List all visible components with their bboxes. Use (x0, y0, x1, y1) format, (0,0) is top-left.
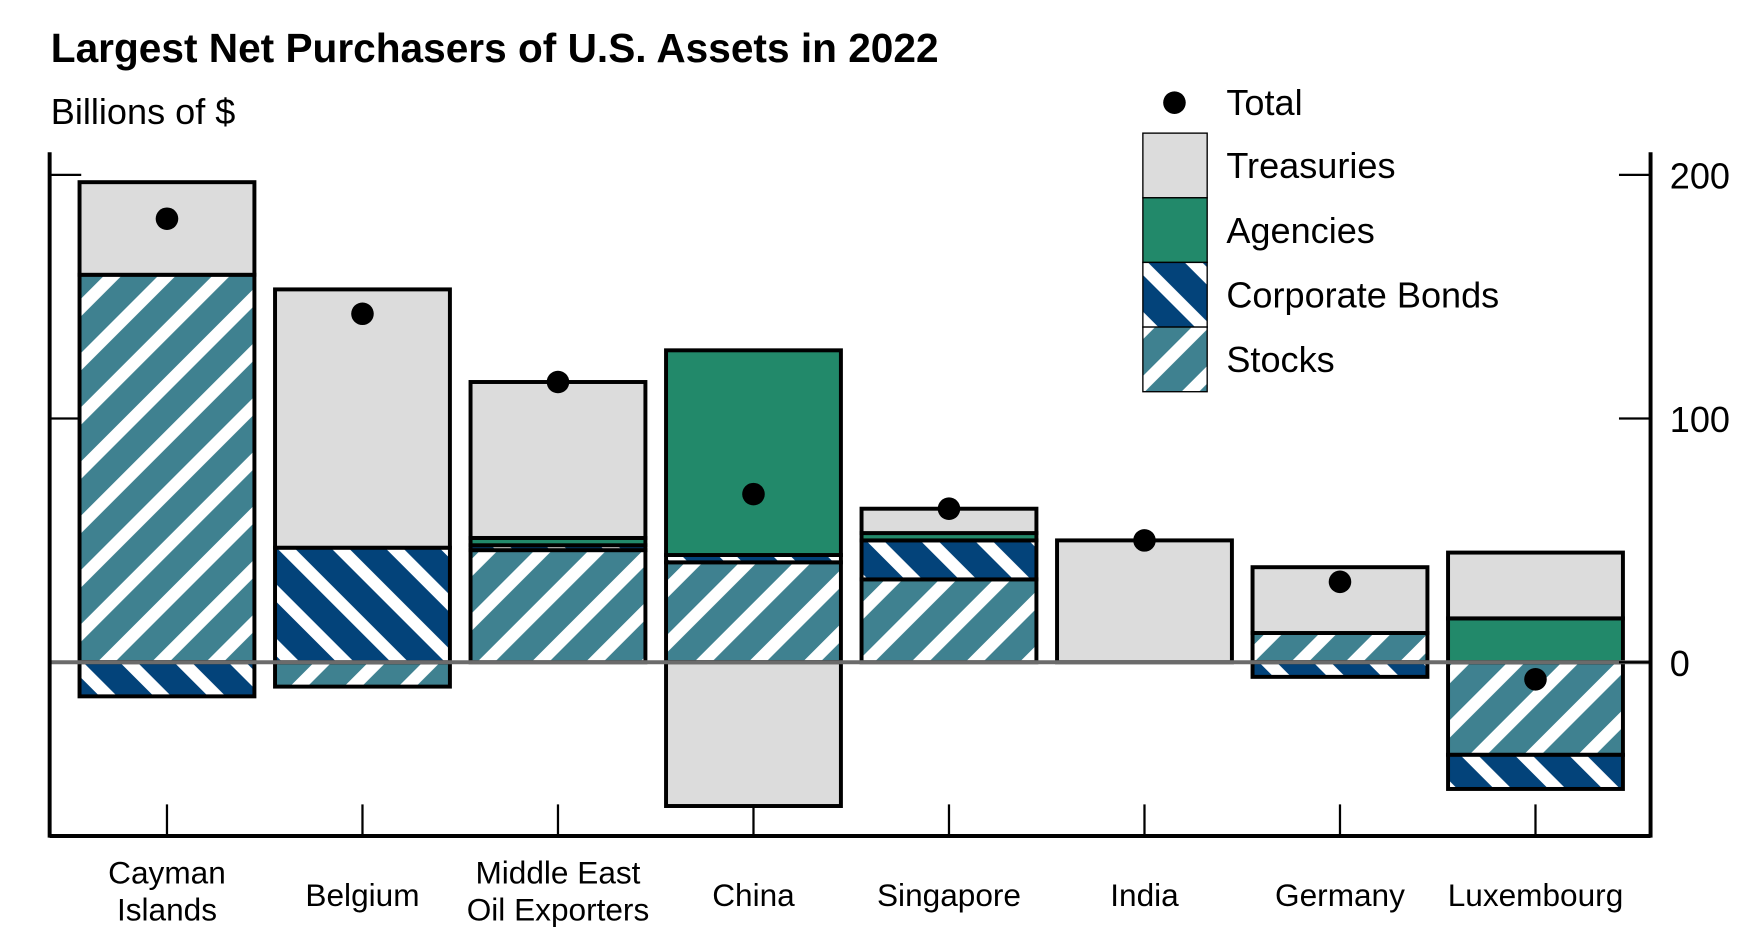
legend-label: Total (1226, 82, 1302, 123)
bar-segment-treasuries (1250, 565, 1430, 635)
bar-segment-agencies (664, 348, 843, 557)
x-tick-label: Singapore (877, 877, 1021, 913)
x-tick-label: Luxembourg (1448, 877, 1624, 913)
y-tick-label: 0 (1670, 643, 1690, 684)
bar-segment-stocks (273, 660, 452, 689)
bar-segment-treasuries (273, 287, 452, 550)
x-tick-label: Belgium (305, 877, 419, 913)
x-tick-label: Germany (1275, 877, 1405, 913)
bar-segment-corporate-bonds (273, 545, 452, 665)
y-tick-label: 100 (1670, 399, 1730, 440)
totals-layer (155, 207, 1547, 691)
bar-segment-stocks (468, 548, 648, 665)
legend-label: Stocks (1226, 339, 1334, 380)
bar-segment-stocks (664, 560, 843, 665)
bar-segment-corporate-bonds (1446, 752, 1625, 791)
legend-swatch (1142, 261, 1208, 328)
legend-label: Corporate Bonds (1226, 275, 1499, 316)
legend-label: Agencies (1226, 210, 1374, 251)
total-dot (742, 482, 765, 506)
x-tick-label: Middle East (475, 854, 640, 890)
chart-title: Largest Net Purchasers of U.S. Assets in… (51, 25, 939, 71)
bar-segment-agencies (1446, 616, 1625, 665)
x-tick-label: Cayman (108, 854, 226, 890)
legend-swatch (1142, 326, 1208, 393)
total-dot (155, 207, 179, 231)
y-tick-label: 200 (1670, 155, 1730, 196)
x-tick-label: Islands (117, 892, 217, 928)
bar-segment-stocks (1250, 631, 1430, 665)
bar-segment-treasuries (1055, 538, 1234, 665)
bar-segment-treasuries (1446, 550, 1625, 621)
bar-segment-treasuries (664, 660, 843, 808)
bar-segment-stocks (859, 577, 1039, 665)
bars-layer (77, 180, 1625, 808)
bar-segment-corporate-bonds (859, 538, 1039, 582)
legend-swatch (1142, 197, 1208, 264)
bar-segment-corporate-bonds (1250, 660, 1430, 679)
total-dot (1133, 529, 1156, 552)
legend-label: Treasuries (1226, 145, 1395, 186)
total-dot (546, 370, 570, 394)
bar-segment-stocks (77, 272, 257, 665)
total-dot (1524, 668, 1547, 691)
legend: Total Treasuries Agencies Corporate Bonds St… (1142, 82, 1499, 393)
x-tick-label: Oil Exporters (467, 892, 650, 928)
bar-segment-corporate-bonds (77, 660, 257, 699)
legend-total-marker (1163, 91, 1186, 114)
axes-layer (47, 152, 1653, 838)
total-dot (351, 302, 374, 326)
y-axis-label: Billions of $ (51, 91, 236, 132)
total-dot (937, 497, 961, 520)
total-dot (1328, 570, 1352, 594)
y-tick-labels: 0 100 200 (1670, 155, 1730, 683)
legend-swatch (1142, 132, 1208, 199)
x-tick-label: India (1110, 877, 1179, 913)
bar-segment-treasuries (468, 380, 648, 540)
x-tick-label: China (712, 877, 795, 913)
